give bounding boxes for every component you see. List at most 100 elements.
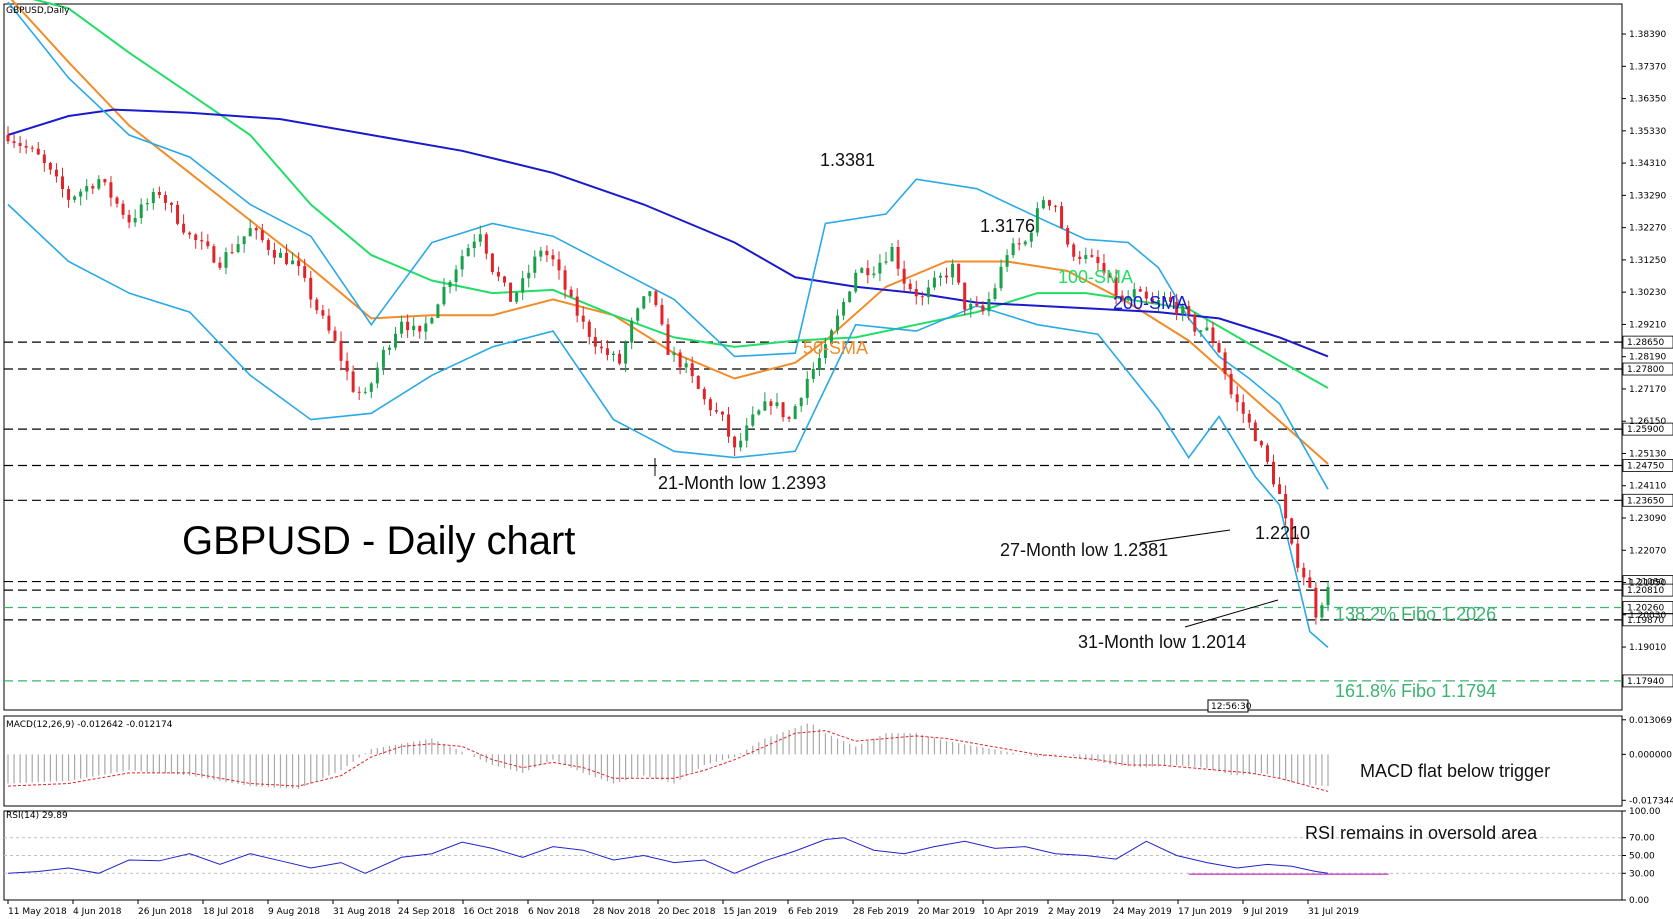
- candle-body: [763, 401, 767, 411]
- candle-body: [945, 275, 949, 278]
- candle-body: [1296, 543, 1300, 568]
- candle-body: [593, 336, 597, 347]
- candle-body: [303, 266, 307, 278]
- candle-body: [1247, 413, 1251, 423]
- date-label: 26 Jun 2018: [138, 907, 192, 917]
- candle-body: [169, 202, 173, 205]
- candle-body: [690, 363, 694, 377]
- candle-body: [720, 411, 724, 415]
- candle-body: [557, 259, 561, 271]
- candle-body: [539, 250, 543, 257]
- candle-body: [472, 241, 476, 249]
- candle-body: [182, 223, 186, 233]
- candle-body: [478, 234, 482, 242]
- annotation-label: 31-Month low 1.2014: [1078, 632, 1246, 652]
- annotation-pointer: [1139, 529, 1231, 544]
- candle-body: [836, 315, 840, 331]
- annotation-label: 1.3381: [820, 150, 875, 170]
- price-tick-label: 1.37370: [1629, 62, 1666, 72]
- candle-body: [575, 296, 579, 316]
- rsi-tick-label: 100.00: [1629, 807, 1661, 817]
- candle-body: [30, 147, 34, 149]
- candle-body: [1078, 256, 1082, 259]
- candle-body: [188, 232, 192, 235]
- macd-label: MACD(12,26,9) -0.012642 -0.012174: [6, 720, 173, 730]
- candle-body: [1229, 373, 1233, 395]
- candle-body: [1066, 227, 1070, 245]
- candle-body: [1072, 244, 1076, 257]
- rsi-line: [7, 837, 1329, 874]
- candle-body: [194, 234, 198, 241]
- candle-body: [969, 303, 973, 310]
- level-tag-label: 1.23650: [1627, 496, 1664, 506]
- candle-body: [1205, 327, 1209, 331]
- level-tag-label: 1.27800: [1627, 365, 1664, 375]
- date-label: 28 Feb 2019: [853, 907, 909, 917]
- candle-body: [829, 330, 833, 345]
- candle-body: [357, 391, 361, 393]
- date-label: 28 Nov 2018: [593, 907, 651, 917]
- candle-body: [1114, 277, 1118, 296]
- candle-body: [702, 388, 706, 400]
- candle-body: [981, 305, 985, 312]
- annotation-pointer: [1184, 599, 1279, 628]
- candle-body: [85, 186, 89, 192]
- chart-title: GBPUSD - Daily chart: [182, 519, 575, 563]
- candle-body: [266, 240, 270, 250]
- annotations: 1.3381 1.3176 100-SMA 200-SMA 50-SMA 21-Month…: [654, 150, 1496, 701]
- macd-note: MACD flat below trigger: [1360, 761, 1550, 781]
- candle-body: [1138, 289, 1142, 292]
- line-bb-upper: [7, 1, 1329, 490]
- candle-body: [224, 252, 228, 268]
- candle-body: [1320, 605, 1324, 618]
- candle-body: [727, 414, 731, 437]
- candle-body: [309, 277, 313, 300]
- candle-body: [339, 340, 343, 361]
- candle-body: [406, 321, 410, 331]
- candle-body: [993, 288, 997, 299]
- candle-body: [375, 367, 379, 384]
- line-200-sma: [7, 108, 1329, 358]
- candle-body: [1041, 200, 1045, 209]
- candle-body: [551, 255, 555, 260]
- annotation-label: 200-SMA: [1113, 293, 1188, 313]
- candle-body: [1132, 289, 1136, 298]
- candle-body: [1235, 394, 1239, 403]
- candle-body: [854, 272, 858, 292]
- candle-body: [708, 399, 712, 411]
- candle-body: [805, 378, 809, 398]
- candle-body: [1096, 256, 1100, 264]
- level-tag-label: 1.24750: [1627, 461, 1664, 471]
- candle-body: [672, 352, 676, 355]
- candle-body: [509, 282, 513, 302]
- date-label: 31 Jul 2019: [1308, 907, 1359, 917]
- candle-body: [12, 141, 16, 144]
- time-box-text: 12:56:30: [1211, 702, 1252, 712]
- candle-body: [872, 273, 876, 276]
- candle-body: [6, 134, 10, 142]
- candle-body: [1290, 518, 1294, 544]
- horizontal-levels: 1.28650 1.27800 1.25900 1.24750 1.23650 1.210…: [4, 335, 1673, 688]
- candle-body: [1326, 587, 1330, 606]
- candle-body: [1302, 567, 1306, 578]
- candle-body: [1272, 461, 1276, 485]
- candle-body: [115, 197, 119, 204]
- candle-body: [260, 230, 264, 241]
- rsi-tick-label: 70.00: [1629, 834, 1655, 844]
- candle-body: [1217, 343, 1221, 353]
- price-series: [6, 126, 1330, 625]
- candle-body: [739, 440, 743, 448]
- candle-body: [902, 268, 906, 284]
- candle-body: [42, 154, 46, 163]
- candle-body: [1090, 255, 1094, 257]
- candle-body: [442, 287, 446, 305]
- candle-body: [424, 323, 428, 332]
- candle-body: [430, 317, 434, 324]
- candle-body: [151, 192, 155, 204]
- candle-body: [751, 414, 755, 426]
- level-tag-label: 1.20810: [1627, 586, 1664, 596]
- annotation-label: 1.3176: [980, 216, 1035, 236]
- candle-body: [297, 260, 301, 267]
- annotation-label: 161.8% Fibo 1.1794: [1335, 681, 1496, 701]
